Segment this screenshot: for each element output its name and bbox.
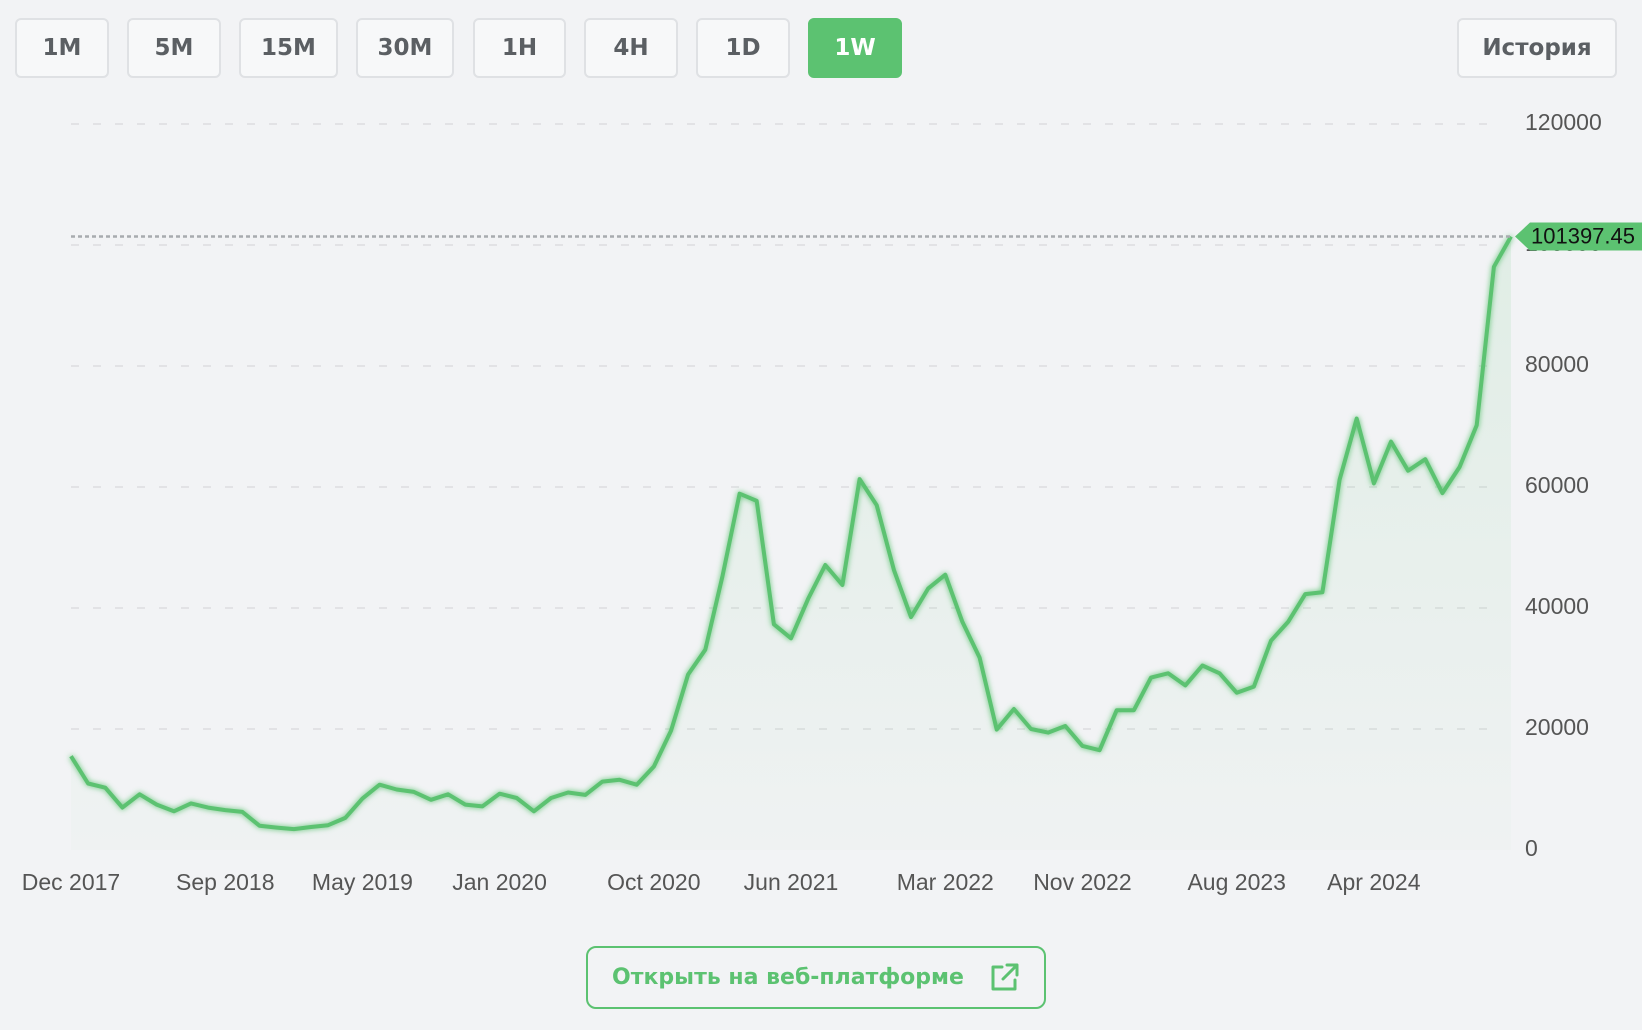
timeframe-button[interactable]: 15M [239, 18, 338, 78]
timeframe-button[interactable]: 1M [15, 18, 109, 78]
y-tick-label: 80000 [1525, 351, 1589, 377]
chart: 020000400006000080000100000120000Dec 201… [22, 109, 1642, 895]
external-icon [991, 963, 1019, 990]
last-price-label: 101397.45 [1531, 223, 1635, 248]
x-tick-label: Sep 2018 [176, 869, 274, 895]
price-line [69, 235, 1513, 832]
last-price-badge [1515, 222, 1642, 251]
y-tick-label: 120000 [1525, 109, 1602, 135]
area [71, 236, 1511, 850]
x-tick-label: Jun 2021 [744, 869, 839, 895]
timeframe-button[interactable]: 1W [808, 18, 902, 78]
open-web-platform-button[interactable]: Открыть на веб-платформе [586, 946, 1046, 1009]
y-tick-label: 0 [1525, 835, 1538, 861]
x-tick-label: Jan 2020 [452, 869, 547, 895]
x-tick-label: Aug 2023 [1187, 869, 1285, 895]
history-button[interactable]: История [1457, 18, 1617, 78]
timeframe-button[interactable]: 1D [696, 18, 790, 78]
button-label: Открыть на веб-платформе [612, 965, 964, 990]
timeframe-button[interactable]: 4H [584, 18, 678, 78]
y-tick-label: 40000 [1525, 593, 1589, 619]
x-tick-label: Nov 2022 [1033, 869, 1131, 895]
y-tick-label: 20000 [1525, 714, 1589, 740]
x-tick-label: May 2019 [312, 869, 413, 895]
x-tick-label: Dec 2017 [22, 869, 120, 895]
timeframe-button[interactable]: 5M [127, 18, 221, 78]
timeframe-button[interactable]: 1H [473, 18, 566, 78]
y-tick-label: 60000 [1525, 472, 1589, 498]
x-tick-label: Apr 2024 [1327, 869, 1421, 895]
x-tick-label: Oct 2020 [607, 869, 700, 895]
x-tick-label: Mar 2022 [897, 869, 994, 895]
timeframe-button[interactable]: 30M [356, 18, 454, 78]
